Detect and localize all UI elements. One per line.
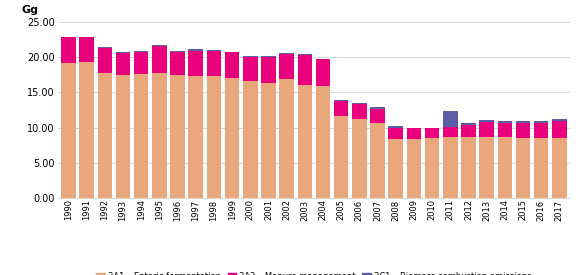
Bar bbox=[97, 47, 112, 48]
Bar bbox=[516, 123, 530, 138]
Bar bbox=[516, 138, 530, 198]
Bar bbox=[279, 53, 294, 54]
Bar bbox=[370, 107, 385, 109]
Bar bbox=[61, 63, 76, 198]
Bar bbox=[534, 138, 548, 198]
Bar bbox=[552, 119, 567, 121]
Bar bbox=[370, 109, 385, 123]
Legend: 3A1 – Enteric fermentation, 3A2 – Manure management, 3C1 – Biomass combustion em: 3A1 – Enteric fermentation, 3A2 – Manure… bbox=[93, 269, 535, 275]
Bar bbox=[279, 54, 294, 79]
Bar bbox=[388, 126, 403, 128]
Bar bbox=[225, 78, 240, 198]
Bar bbox=[97, 48, 112, 73]
Bar bbox=[243, 57, 257, 81]
Bar bbox=[425, 128, 439, 138]
Bar bbox=[116, 52, 130, 53]
Bar bbox=[79, 37, 94, 62]
Bar bbox=[498, 138, 512, 198]
Bar bbox=[334, 101, 348, 116]
Bar bbox=[170, 75, 185, 198]
Bar bbox=[152, 46, 166, 73]
Bar bbox=[207, 76, 221, 198]
Bar bbox=[352, 104, 367, 119]
Bar bbox=[261, 56, 276, 57]
Bar bbox=[534, 121, 548, 123]
Bar bbox=[61, 37, 76, 63]
Bar bbox=[516, 120, 530, 123]
Bar bbox=[152, 73, 166, 198]
Bar bbox=[552, 138, 567, 198]
Bar bbox=[298, 55, 312, 85]
Bar bbox=[134, 51, 149, 52]
Bar bbox=[461, 125, 476, 137]
Bar bbox=[243, 56, 257, 57]
Bar bbox=[443, 127, 457, 138]
Bar bbox=[225, 52, 240, 78]
Bar bbox=[407, 128, 421, 139]
Bar bbox=[243, 81, 257, 198]
Bar bbox=[461, 123, 476, 125]
Bar bbox=[479, 137, 494, 198]
Bar bbox=[334, 100, 348, 101]
Bar bbox=[534, 123, 548, 138]
Bar bbox=[443, 138, 457, 198]
Bar bbox=[370, 123, 385, 198]
Bar bbox=[116, 53, 130, 75]
Bar bbox=[479, 120, 494, 122]
Bar bbox=[443, 111, 457, 127]
Bar bbox=[298, 85, 312, 198]
Bar bbox=[388, 139, 403, 198]
Bar bbox=[116, 75, 130, 198]
Bar bbox=[134, 52, 149, 74]
Text: Gg: Gg bbox=[22, 5, 39, 15]
Bar bbox=[170, 51, 185, 52]
Bar bbox=[188, 51, 203, 76]
Bar bbox=[316, 59, 330, 86]
Bar bbox=[134, 74, 149, 198]
Bar bbox=[261, 57, 276, 83]
Bar bbox=[188, 50, 203, 51]
Bar bbox=[352, 119, 367, 198]
Bar bbox=[352, 103, 367, 104]
Bar bbox=[425, 138, 439, 198]
Bar bbox=[388, 128, 403, 139]
Bar bbox=[188, 76, 203, 198]
Bar bbox=[279, 79, 294, 198]
Bar bbox=[97, 73, 112, 198]
Bar bbox=[498, 123, 512, 138]
Bar bbox=[207, 50, 221, 51]
Bar bbox=[207, 51, 221, 76]
Bar bbox=[334, 116, 348, 198]
Bar bbox=[152, 45, 166, 46]
Bar bbox=[498, 120, 512, 123]
Bar bbox=[298, 54, 312, 55]
Bar bbox=[261, 83, 276, 198]
Bar bbox=[316, 86, 330, 198]
Bar bbox=[552, 121, 567, 138]
Bar bbox=[461, 137, 476, 198]
Bar bbox=[170, 52, 185, 75]
Bar bbox=[79, 62, 94, 198]
Bar bbox=[479, 122, 494, 137]
Bar bbox=[407, 139, 421, 198]
